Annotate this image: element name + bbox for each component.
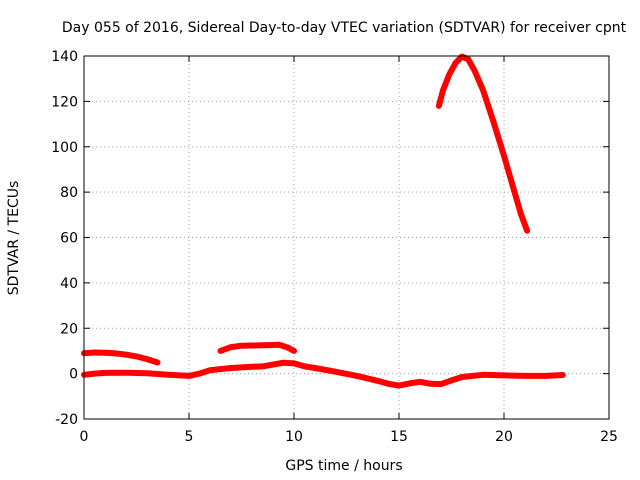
data-series: [81, 53, 566, 389]
plot-frame: [83, 55, 610, 420]
y-tick-label: 20: [60, 321, 78, 337]
y-tick-label: 80: [60, 185, 78, 201]
grid: [84, 56, 609, 419]
y-axis-label: SDTVAR / TECUs: [6, 181, 22, 296]
y-tick-label: 60: [60, 231, 78, 247]
x-tick-label: 20: [495, 429, 513, 445]
y-tick-label: -20: [55, 412, 78, 428]
x-tick-label: 0: [80, 429, 89, 445]
y-tick-label: 100: [51, 140, 78, 156]
x-tick-label: 15: [390, 429, 408, 445]
y-tick-label: 0: [69, 367, 78, 383]
y-tick-label: 40: [60, 276, 78, 292]
x-tick-label: 10: [285, 429, 303, 445]
series-line-arc-4: [435, 53, 531, 234]
y-tick-label: 140: [51, 49, 78, 65]
series-line-arc-2: [81, 359, 566, 389]
y-tick-label: 120: [51, 94, 78, 110]
x-tick-label: 25: [600, 429, 618, 445]
x-axis-label: GPS time / hours: [285, 458, 402, 474]
series-line-arc-1: [81, 349, 161, 366]
chart-title: Day 055 of 2016, Sidereal Day-to-day VTE…: [62, 20, 627, 36]
series-line-arc-3: [217, 341, 297, 354]
x-tick-label: 5: [185, 429, 194, 445]
